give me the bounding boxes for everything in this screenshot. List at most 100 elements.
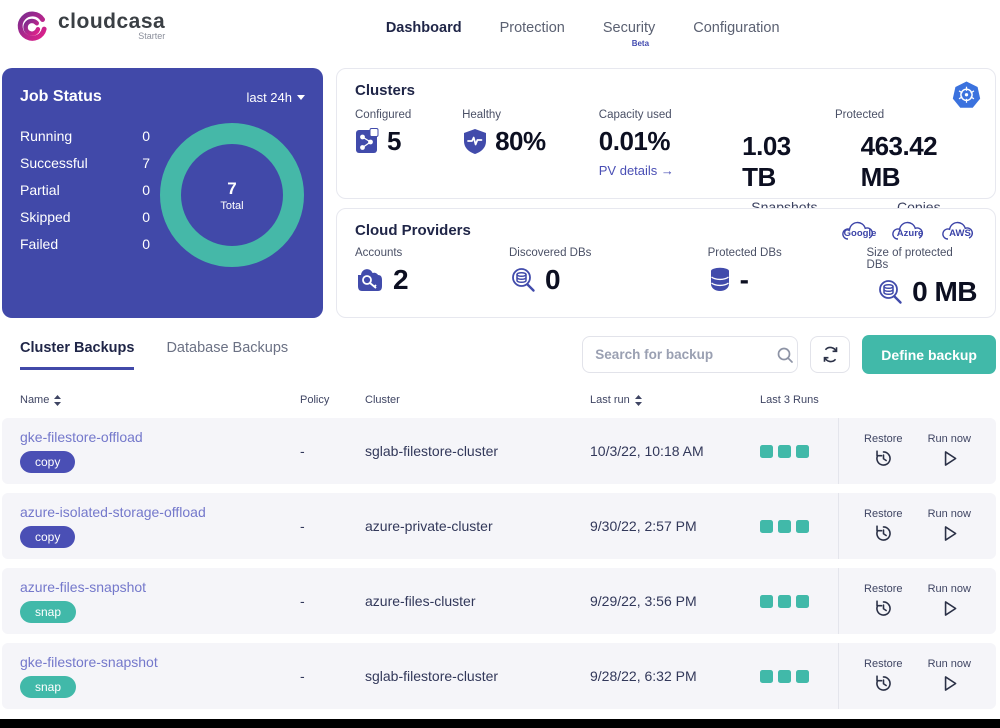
chevron-down-icon bbox=[297, 95, 305, 100]
time-range-dropdown[interactable]: last 24h bbox=[246, 90, 305, 105]
backups-table: gke-filestore-offload copy - sglab-files… bbox=[0, 418, 1000, 709]
metric-capacity-used: Capacity used 0.01% PV details → bbox=[599, 109, 742, 178]
column-header-policy: Policy bbox=[300, 394, 365, 406]
last-run-value: 9/30/22, 2:57 PM bbox=[590, 518, 760, 534]
backup-type-badge: snap bbox=[20, 676, 76, 698]
backup-name-link[interactable]: azure-files-snapshot bbox=[20, 579, 146, 595]
run-now-button[interactable]: Run now bbox=[928, 433, 971, 469]
column-header-last-run[interactable]: Last run bbox=[590, 394, 760, 406]
job-status-donut-chart: 7 Total bbox=[160, 123, 304, 267]
bottom-bar bbox=[0, 719, 1000, 728]
play-icon bbox=[939, 523, 960, 544]
backup-name-link[interactable]: azure-isolated-storage-offload bbox=[20, 504, 206, 520]
provider-logos: Google Azure AWS bbox=[839, 219, 981, 245]
cluster-value: azure-files-cluster bbox=[365, 593, 590, 609]
restore-history-icon bbox=[873, 523, 894, 544]
cluster-value: sglab-filestore-cluster bbox=[365, 443, 590, 459]
table-row: azure-files-snapshot snap - azure-files-… bbox=[2, 568, 996, 634]
sort-icon bbox=[54, 395, 61, 406]
stat-partial: Partial0 bbox=[20, 182, 150, 198]
cloudcasa-swirl-icon bbox=[14, 10, 50, 46]
refresh-button[interactable] bbox=[810, 336, 850, 373]
last-run-value: 10/3/22, 10:18 AM bbox=[590, 443, 760, 459]
restore-button[interactable]: Restore bbox=[864, 658, 903, 694]
backup-type-badge: snap bbox=[20, 601, 76, 623]
restore-history-icon bbox=[873, 448, 894, 469]
play-icon bbox=[939, 448, 960, 469]
protected-copies: 463.42 MB Copies bbox=[861, 131, 977, 215]
search-icon bbox=[776, 346, 794, 364]
backup-name-link[interactable]: gke-filestore-snapshot bbox=[20, 654, 158, 670]
aws-cloud-logo: AWS bbox=[939, 219, 981, 245]
health-shield-icon bbox=[462, 128, 488, 155]
cluster-value: sglab-filestore-cluster bbox=[365, 668, 590, 684]
run-now-button[interactable]: Run now bbox=[928, 508, 971, 544]
restore-button[interactable]: Restore bbox=[864, 583, 903, 619]
metric-accounts: Accounts 2 bbox=[355, 247, 509, 308]
brand-logo[interactable]: cloudcasa Starter bbox=[14, 10, 165, 46]
restore-button[interactable]: Restore bbox=[864, 508, 903, 544]
donut-total-label: Total bbox=[220, 200, 243, 212]
policy-value: - bbox=[300, 443, 365, 459]
db-cylinder-icon bbox=[708, 266, 732, 294]
policy-value: - bbox=[300, 593, 365, 609]
last-run-value: 9/29/22, 3:56 PM bbox=[590, 593, 760, 609]
tab-cluster-backups[interactable]: Cluster Backups bbox=[20, 340, 134, 370]
policy-value: - bbox=[300, 518, 365, 534]
main-nav: Dashboard Protection Security Beta Confi… bbox=[386, 0, 780, 56]
nav-dashboard[interactable]: Dashboard bbox=[386, 20, 462, 36]
table-row: gke-filestore-snapshot snap - sglab-file… bbox=[2, 643, 996, 709]
column-header-last-3-runs: Last 3 Runs bbox=[760, 394, 838, 406]
cloud-account-key-icon bbox=[355, 267, 385, 294]
metric-healthy: Healthy 80% bbox=[462, 109, 599, 157]
nav-security[interactable]: Security Beta bbox=[603, 20, 655, 36]
nav-protection[interactable]: Protection bbox=[500, 20, 565, 36]
metric-configured: Configured 5 bbox=[355, 109, 462, 157]
last-3-runs-indicators[interactable] bbox=[760, 445, 838, 458]
run-now-button[interactable]: Run now bbox=[928, 583, 971, 619]
protected-snapshots: 1.03 TB Snapshots bbox=[742, 131, 826, 215]
policy-value: - bbox=[300, 668, 365, 684]
brand-tier: Starter bbox=[138, 31, 165, 41]
job-status-card: Job Status last 24h Running0 Successful7… bbox=[2, 68, 323, 318]
restore-button[interactable]: Restore bbox=[864, 433, 903, 469]
search-input[interactable] bbox=[595, 347, 776, 362]
clusters-card: Clusters Configured bbox=[336, 68, 996, 199]
last-3-runs-indicators[interactable] bbox=[760, 595, 838, 608]
run-now-button[interactable]: Run now bbox=[928, 658, 971, 694]
play-icon bbox=[939, 673, 960, 694]
table-row: azure-isolated-storage-offload copy - az… bbox=[2, 493, 996, 559]
app-header: cloudcasa Starter Dashboard Protection S… bbox=[0, 0, 1000, 56]
restore-history-icon bbox=[873, 598, 894, 619]
metric-discovered-dbs: Discovered DBs 0 bbox=[509, 247, 708, 308]
table-row: gke-filestore-offload copy - sglab-files… bbox=[2, 418, 996, 484]
refresh-icon bbox=[821, 345, 840, 364]
google-cloud-logo: Google bbox=[839, 219, 881, 245]
stat-successful: Successful7 bbox=[20, 155, 150, 171]
backup-search bbox=[582, 336, 798, 373]
db-search-icon bbox=[509, 266, 537, 294]
column-header-cluster: Cluster bbox=[365, 394, 590, 406]
azure-cloud-logo: Azure bbox=[889, 219, 931, 245]
backups-tabs: Cluster Backups Database Backups bbox=[2, 340, 288, 370]
pv-details-link[interactable]: PV details → bbox=[599, 163, 742, 178]
stat-skipped: Skipped0 bbox=[20, 209, 150, 225]
nav-configuration[interactable]: Configuration bbox=[693, 20, 779, 36]
donut-total: 7 bbox=[227, 179, 236, 199]
last-3-runs-indicators[interactable] bbox=[760, 670, 838, 683]
cluster-nodes-icon bbox=[355, 128, 380, 155]
column-header-name[interactable]: Name bbox=[2, 394, 300, 406]
backup-name-link[interactable]: gke-filestore-offload bbox=[20, 429, 143, 445]
define-backup-button[interactable]: Define backup bbox=[862, 335, 996, 374]
backup-type-badge: copy bbox=[20, 451, 75, 473]
play-icon bbox=[939, 598, 960, 619]
tab-database-backups[interactable]: Database Backups bbox=[166, 340, 288, 370]
backups-table-header: Name Policy Cluster Last run Last 3 Runs bbox=[2, 374, 996, 418]
clusters-title: Clusters bbox=[355, 82, 977, 99]
last-3-runs-indicators[interactable] bbox=[760, 520, 838, 533]
db-search-icon bbox=[876, 278, 904, 306]
stat-failed: Failed0 bbox=[20, 236, 150, 252]
backup-type-badge: copy bbox=[20, 526, 75, 548]
job-status-title: Job Status bbox=[20, 88, 102, 106]
metric-protected-size: Size of protected DBs 0 MB bbox=[867, 247, 977, 308]
